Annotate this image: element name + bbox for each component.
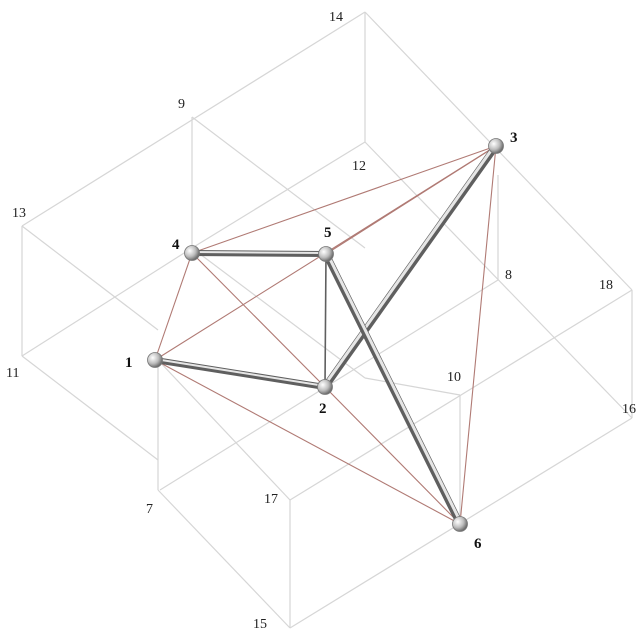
grid-label-12: 12 <box>352 159 366 174</box>
node-4 <box>184 245 200 261</box>
grid-line <box>21 225 159 331</box>
node-label-3: 3 <box>510 130 518 146</box>
grid-labels: 7 8 9 10 11 12 13 14 15 16 17 18 <box>6 10 636 632</box>
cable-3-6 <box>459 145 497 525</box>
strut-2-3-highlight <box>322 143 497 388</box>
grid-label-14: 14 <box>329 10 343 25</box>
struts <box>152 142 500 528</box>
grid-line <box>21 11 366 227</box>
strut-5-6-highlight <box>325 251 463 525</box>
background-grid <box>21 11 633 629</box>
grid-line <box>364 377 461 396</box>
node-6 <box>452 516 468 532</box>
grid-line <box>21 355 159 461</box>
grid-label-17: 17 <box>264 492 278 507</box>
node-5 <box>318 246 334 262</box>
grid-line <box>191 116 366 249</box>
grid-label-7: 7 <box>146 502 153 517</box>
node-3 <box>488 138 504 154</box>
strut-4-5-highlight <box>191 251 327 254</box>
cable-1-4 <box>154 252 193 361</box>
node-label-4: 4 <box>172 237 180 253</box>
grid-line <box>191 247 366 379</box>
cable-4-3 <box>191 145 497 254</box>
grid-label-10: 10 <box>447 370 461 385</box>
node-label-1: 1 <box>125 355 133 371</box>
grid-line <box>289 289 633 501</box>
strut-1-2-highlight <box>154 358 326 387</box>
nodes <box>147 138 504 532</box>
node-label-5: 5 <box>324 225 332 241</box>
cable-5-2 <box>324 253 327 388</box>
node-label-2: 2 <box>319 401 327 417</box>
grid-label-9: 9 <box>178 97 185 112</box>
node-1 <box>147 352 163 368</box>
cable-5-3 <box>325 145 497 255</box>
grid-label-13: 13 <box>12 206 26 221</box>
grid-label-8: 8 <box>505 268 512 283</box>
cable-2-6 <box>324 386 461 525</box>
cable-1-6 <box>154 359 461 525</box>
grid-line <box>191 141 366 249</box>
cable-4-2 <box>191 252 326 388</box>
grid-label-11: 11 <box>6 366 19 381</box>
cables <box>154 145 497 525</box>
node-2 <box>317 379 333 395</box>
grid-line <box>157 359 291 501</box>
grid-line <box>157 489 291 629</box>
node-label-6: 6 <box>474 536 482 552</box>
grid-label-15: 15 <box>253 617 267 632</box>
grid-line <box>21 247 193 357</box>
grid-label-16: 16 <box>622 402 636 417</box>
node-labels: 1 2 3 4 5 6 <box>125 130 518 552</box>
grid-label-18: 18 <box>599 278 613 293</box>
